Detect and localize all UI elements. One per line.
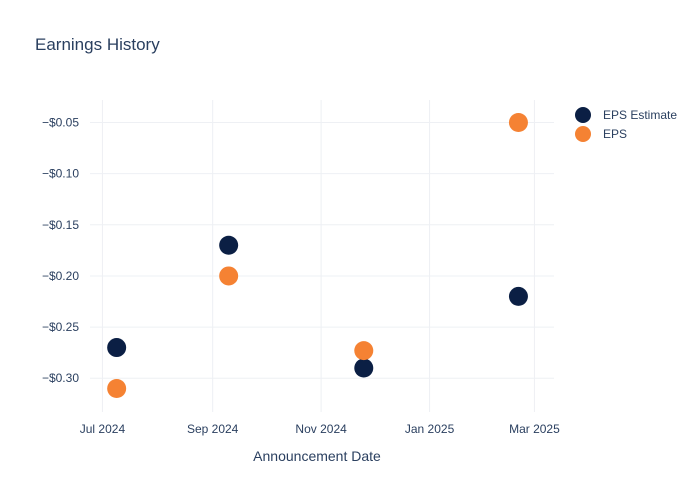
grid: [90, 100, 554, 412]
y-tick-label: −$0.30: [42, 371, 79, 385]
series-0: [107, 235, 528, 378]
x-tick-label: Nov 2024: [295, 422, 347, 436]
chart-title: Earnings History: [35, 35, 160, 54]
data-point[interactable]: [508, 286, 528, 306]
legend-item[interactable]: EPS Estimate: [575, 107, 677, 123]
y-tick-label: −$0.10: [42, 167, 79, 181]
legend-label: EPS Estimate: [603, 108, 677, 122]
x-axis: Jul 2024 Sep 2024 Nov 2024 Jan 2025 Mar 2025: [80, 422, 560, 436]
data-point[interactable]: [107, 338, 127, 358]
y-tick-label: −$0.05: [42, 116, 79, 130]
data-points: [107, 113, 528, 398]
x-tick-label: Jul 2024: [80, 422, 126, 436]
x-tick-label: Mar 2025: [509, 422, 560, 436]
y-tick-label: −$0.25: [42, 320, 79, 334]
data-point[interactable]: [354, 341, 374, 361]
legend-item[interactable]: EPS: [575, 126, 627, 142]
x-tick-label: Jan 2025: [405, 422, 455, 436]
x-axis-title: Announcement Date: [253, 448, 381, 464]
data-point[interactable]: [354, 358, 374, 378]
data-point[interactable]: [219, 266, 239, 286]
series-1: [107, 113, 528, 398]
data-point[interactable]: [508, 113, 528, 133]
data-point[interactable]: [107, 378, 127, 398]
legend[interactable]: EPS Estimate EPS: [575, 107, 677, 142]
legend-label: EPS: [603, 127, 627, 141]
x-tick-label: Sep 2024: [187, 422, 239, 436]
legend-marker: [575, 107, 591, 123]
y-tick-label: −$0.15: [42, 218, 79, 232]
legend-marker: [575, 126, 591, 142]
y-tick-label: −$0.20: [42, 269, 79, 283]
data-point[interactable]: [219, 235, 239, 255]
y-axis: −$0.05 −$0.10 −$0.15 −$0.20 −$0.25 −$0.30: [42, 116, 79, 386]
